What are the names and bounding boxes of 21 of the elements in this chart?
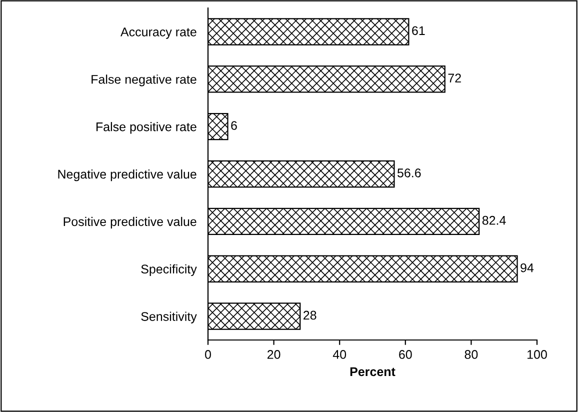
data-label: 94 — [520, 263, 534, 272]
data-label: 61 — [412, 26, 425, 36]
x-tick-label: 20 — [267, 350, 280, 359]
y-tick-label: Sensitivity — [141, 312, 197, 324]
y-tick-label: Accuracy rate — [120, 28, 196, 39]
y-tick-label: Positive predictive value — [64, 216, 196, 229]
y-tick-label: False negative rate — [92, 74, 196, 86]
data-label: 56.6 — [397, 168, 421, 178]
x-tick-label: 0 — [205, 350, 211, 359]
y-tick-label: False positive rate — [96, 122, 196, 134]
data-label: 72 — [448, 74, 461, 82]
data-label: 28 — [304, 310, 316, 320]
y-tick-label: Negative predictive value — [58, 169, 196, 182]
data-label: 6 — [231, 121, 237, 130]
y-tick-label: Specificity — [141, 264, 197, 276]
x-tick-label: 100 — [528, 350, 547, 359]
x-tick-label: 60 — [399, 350, 412, 359]
x-tick-label: 80 — [464, 350, 478, 359]
data-label: 82.4 — [482, 216, 506, 225]
x-axis-title: Percent — [350, 367, 396, 376]
x-tick-label: 40 — [332, 350, 346, 359]
